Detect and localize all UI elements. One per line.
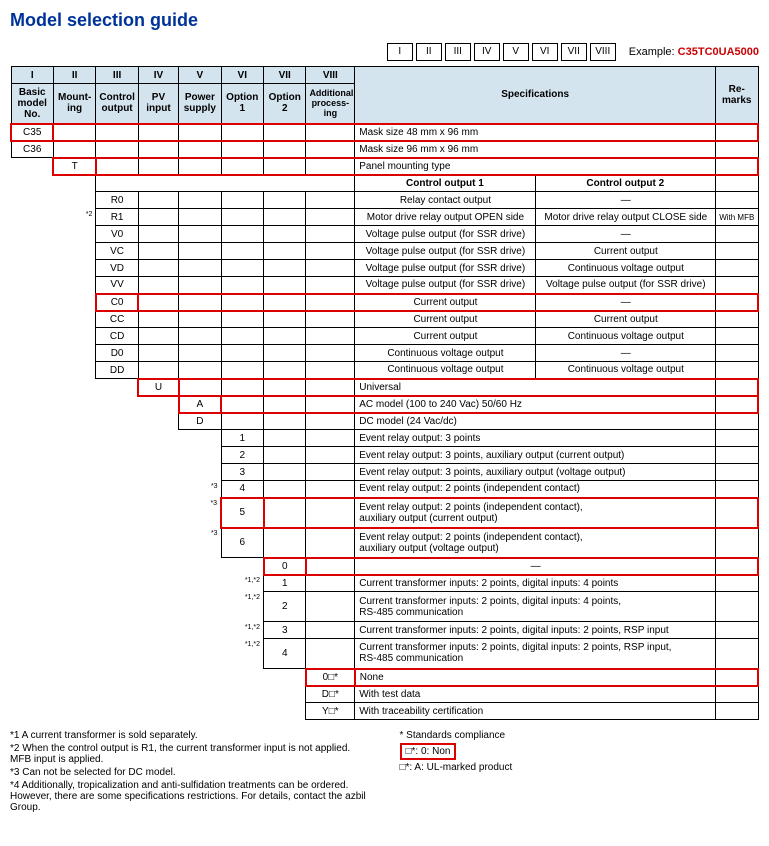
code-cell: VV xyxy=(96,277,138,294)
hdr-roman: II xyxy=(53,67,95,84)
code-cell: 0 xyxy=(264,558,306,575)
code-cell: R1 xyxy=(96,209,138,226)
code-cell: D xyxy=(179,413,221,430)
code-cell: 3 xyxy=(264,622,306,639)
hdr-specs: Specifications xyxy=(355,67,716,124)
code-cell: DD xyxy=(96,362,138,379)
footnote-hl: □*: 0: Non xyxy=(400,743,457,760)
code-cell: VC xyxy=(96,243,138,260)
code-cell: Y□* xyxy=(306,703,355,720)
code-cell: A xyxy=(179,396,221,413)
roman-box: I xyxy=(387,43,413,61)
code-cell: 2 xyxy=(264,592,306,622)
code-cell: CC xyxy=(96,311,138,328)
code-cell: D□* xyxy=(306,686,355,703)
roman-box: V xyxy=(503,43,529,61)
code-cell: U xyxy=(138,379,178,396)
hdr-label: Control output xyxy=(96,84,138,124)
footnotes: *1 A current transformer is sold separat… xyxy=(10,730,759,815)
code-cell: 2 xyxy=(221,447,263,464)
code-cell: 1 xyxy=(264,575,306,592)
code-cell: 5 xyxy=(221,498,263,528)
footnote: *2 When the control output is R1, the cu… xyxy=(10,743,370,765)
code-cell: D0 xyxy=(96,345,138,362)
roman-box: VII xyxy=(561,43,587,61)
hdr-roman: V xyxy=(179,67,221,84)
hdr-roman: III xyxy=(96,67,138,84)
code-cell: CD xyxy=(96,328,138,345)
footnote: *1 A current transformer is sold separat… xyxy=(10,730,370,741)
hdr-label: Option 1 xyxy=(221,84,263,124)
code-cell: 1 xyxy=(221,430,263,447)
code-cell: 3 xyxy=(221,464,263,481)
page-title: Model selection guide xyxy=(10,10,759,31)
roman-box: III xyxy=(445,43,471,61)
roman-box: II xyxy=(416,43,442,61)
roman-box: VIII xyxy=(590,43,616,61)
hdr-label: Additional process-ing xyxy=(306,84,355,124)
hdr-roman: VIII xyxy=(306,67,355,84)
hdr-label: Basic model No. xyxy=(11,84,53,124)
hdr-label: Option 2 xyxy=(264,84,306,124)
example-label: Example: C35TC0UA5000 xyxy=(629,46,759,58)
hdr-roman: VII xyxy=(264,67,306,84)
code-cell: T xyxy=(53,158,95,175)
top-box-row: I II III IV V VI VII VIII Example: C35TC… xyxy=(10,43,759,61)
footnote: *4 Additionally, tropicalization and ant… xyxy=(10,780,370,813)
hdr-roman: VI xyxy=(221,67,263,84)
code-cell: R0 xyxy=(96,192,138,209)
hdr-roman: IV xyxy=(138,67,178,84)
code-cell: 4 xyxy=(264,639,306,669)
hdr-label: Power supply xyxy=(179,84,221,124)
code-cell: 0□* xyxy=(306,669,355,686)
footnote: *3 Can not be selected for DC model. xyxy=(10,767,370,778)
selection-table: I II III IV V VI VII VIII Specifications… xyxy=(10,66,759,720)
code-cell: VD xyxy=(96,260,138,277)
footnote-head: * Standards compliance xyxy=(400,730,760,741)
hdr-label: Mount-ing xyxy=(53,84,95,124)
code-cell: C36 xyxy=(11,141,53,158)
code-cell: C35 xyxy=(11,124,53,141)
example-code: C35TC0UA5000 xyxy=(678,46,759,58)
roman-box: VI xyxy=(532,43,558,61)
hdr-label: PV input xyxy=(138,84,178,124)
code-cell: C0 xyxy=(96,294,138,311)
code-cell: 6 xyxy=(221,528,263,558)
hdr-remarks: Re-marks xyxy=(715,67,758,124)
code-cell: 4 xyxy=(221,481,263,498)
code-cell: V0 xyxy=(96,226,138,243)
hdr-roman: I xyxy=(11,67,53,84)
footnote: □*: A: UL-marked product xyxy=(400,762,760,773)
roman-box: IV xyxy=(474,43,500,61)
